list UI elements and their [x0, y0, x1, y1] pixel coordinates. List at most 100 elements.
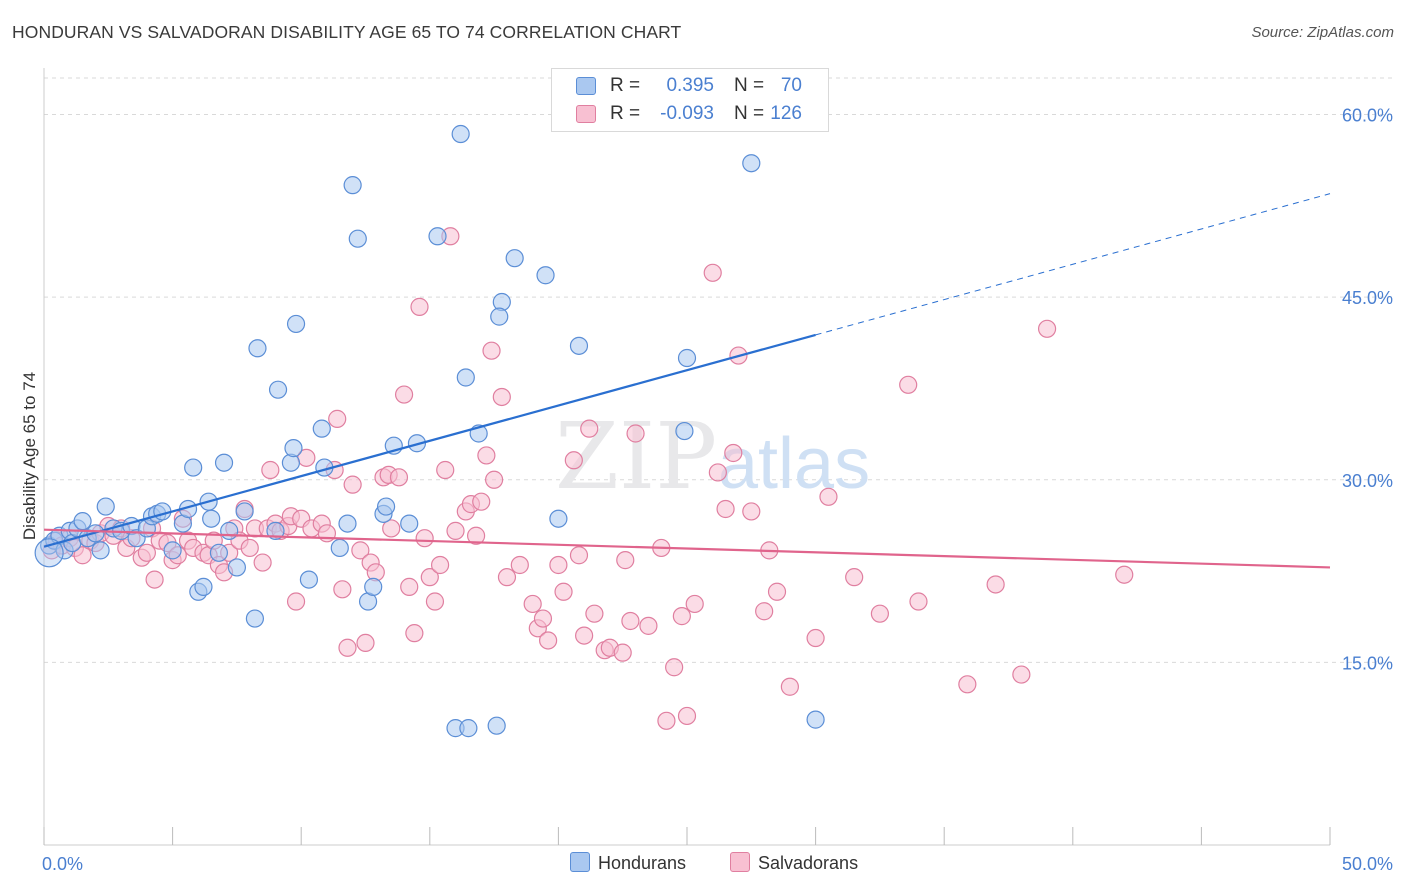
honduran-point: [209, 543, 228, 562]
salvadoran-point: [472, 492, 491, 511]
honduran-point: [569, 336, 589, 355]
honduran-point: [184, 458, 203, 477]
hondurans-trend-line: [43, 333, 816, 548]
salvadoran-point: [899, 375, 918, 394]
honduran-point: [153, 502, 172, 521]
legend-r-label: R =: [610, 103, 641, 124]
hondurans-trend-extension: [815, 193, 1331, 336]
honduran-point: [330, 538, 349, 558]
bottom-legend-swatch-salvadorans: [730, 852, 750, 872]
honduran-point: [284, 439, 303, 458]
x-tick-label: 0.0%: [42, 854, 83, 874]
honduran-point: [487, 716, 506, 735]
salvadoran-point: [446, 521, 465, 540]
salvadoran-point: [420, 568, 439, 587]
salvadoran-point: [806, 628, 825, 648]
source-label: Source: ZipAtlas.com: [1251, 24, 1394, 41]
salvadoran-point: [742, 502, 761, 521]
honduran-point: [806, 710, 825, 729]
salvadoran-point: [338, 638, 357, 657]
honduran-point: [536, 266, 555, 285]
honduran-point: [194, 577, 213, 596]
salvadoran-point: [564, 451, 583, 470]
legend-swatch-salvadorans: [576, 105, 596, 123]
honduran-point: [248, 339, 267, 358]
honduran-point: [227, 558, 246, 577]
bottom-legend-swatch-hondurans: [570, 852, 590, 872]
salvadoran-point: [523, 594, 542, 614]
honduran-point: [364, 577, 383, 596]
y-tick-label: 30.0%: [1342, 471, 1393, 491]
salvadoran-point: [286, 592, 306, 611]
salvadoran-point: [382, 519, 401, 538]
legend-n-label: N =: [734, 103, 765, 124]
honduran-point: [675, 421, 694, 441]
salvadoran-point: [394, 385, 414, 404]
salvadoran-point: [430, 555, 450, 575]
bottom-legend-salvadorans[interactable]: Salvadorans: [730, 852, 858, 874]
salvadoran-point: [909, 592, 928, 611]
salvadoran-point: [240, 538, 259, 558]
salvadoran-point: [343, 475, 362, 494]
salvadoran-point: [533, 609, 553, 628]
salvadoran-point: [351, 541, 370, 560]
salvadoran-point: [845, 568, 864, 587]
salvadoran-point: [685, 594, 704, 614]
honduran-point: [490, 307, 509, 326]
honduran-point: [400, 514, 419, 533]
y-axis-label: Disability Age 65 to 74: [20, 371, 39, 541]
salvadoran-point: [672, 607, 691, 626]
legend-row-hondurans: R = 0.395 N = 70: [552, 73, 828, 101]
salvadoran-point: [958, 675, 977, 694]
salvadoran-point: [708, 463, 727, 482]
honduran-point: [343, 176, 362, 195]
salvadoran-point: [497, 568, 517, 587]
salvadoran-point: [780, 677, 799, 696]
salvadoran-point: [580, 419, 599, 438]
salvadoran-point: [73, 546, 92, 565]
honduran-point: [266, 521, 285, 540]
salvadoran-point: [137, 543, 156, 562]
honduran-point: [220, 521, 239, 540]
salvadoran-point: [1115, 565, 1134, 584]
y-tick-label: 45.0%: [1342, 288, 1393, 308]
salvadoran-point: [575, 626, 594, 645]
honduran-point: [338, 514, 357, 533]
salvadoran-point: [716, 499, 735, 519]
salvadoran-point: [613, 643, 632, 662]
honduran-point: [742, 154, 761, 173]
legend-r-value-salvadorans: -0.093: [660, 103, 714, 124]
salvadorans-trend-line: [43, 528, 1331, 569]
salvadoran-point: [145, 570, 164, 589]
honduran-point: [214, 453, 234, 472]
chart-title: HONDURAN VS SALVADORAN DISABILITY AGE 65…: [12, 22, 682, 42]
salvadoran-point: [677, 706, 697, 726]
honduran-point: [428, 227, 447, 246]
gridlines: [44, 77, 1394, 663]
salvadoran-point: [482, 341, 501, 360]
salvadoran-point: [405, 624, 424, 643]
watermark-atlas: atlas: [718, 424, 870, 504]
salvadoran-point: [724, 443, 743, 463]
bottom-legend-hondurans[interactable]: Hondurans: [570, 852, 686, 874]
watermark: ZIP atlas: [555, 403, 870, 510]
salvadoran-point: [621, 611, 640, 631]
honduran-point: [549, 509, 568, 528]
salvadoran-point: [400, 577, 419, 596]
honduran-point: [163, 541, 182, 560]
salvadoran-point: [639, 616, 658, 635]
trend-lines: [43, 193, 1331, 569]
legend-r-label: R =: [610, 75, 641, 96]
legend-n-value-hondurans: 70: [780, 75, 802, 96]
salvadoran-point: [539, 631, 558, 650]
salvadoran-point: [356, 633, 375, 653]
salvadoran-point: [1012, 665, 1031, 684]
honduran-point: [456, 368, 475, 387]
legend-r-value-hondurans: 0.395: [666, 75, 714, 96]
salvadoran-point: [410, 297, 429, 316]
honduran-point: [459, 719, 478, 738]
salvadoran-point: [477, 446, 496, 465]
salvadoran-point: [253, 553, 272, 572]
legend-swatch-hondurans: [576, 77, 596, 95]
honduran-point: [299, 570, 319, 589]
